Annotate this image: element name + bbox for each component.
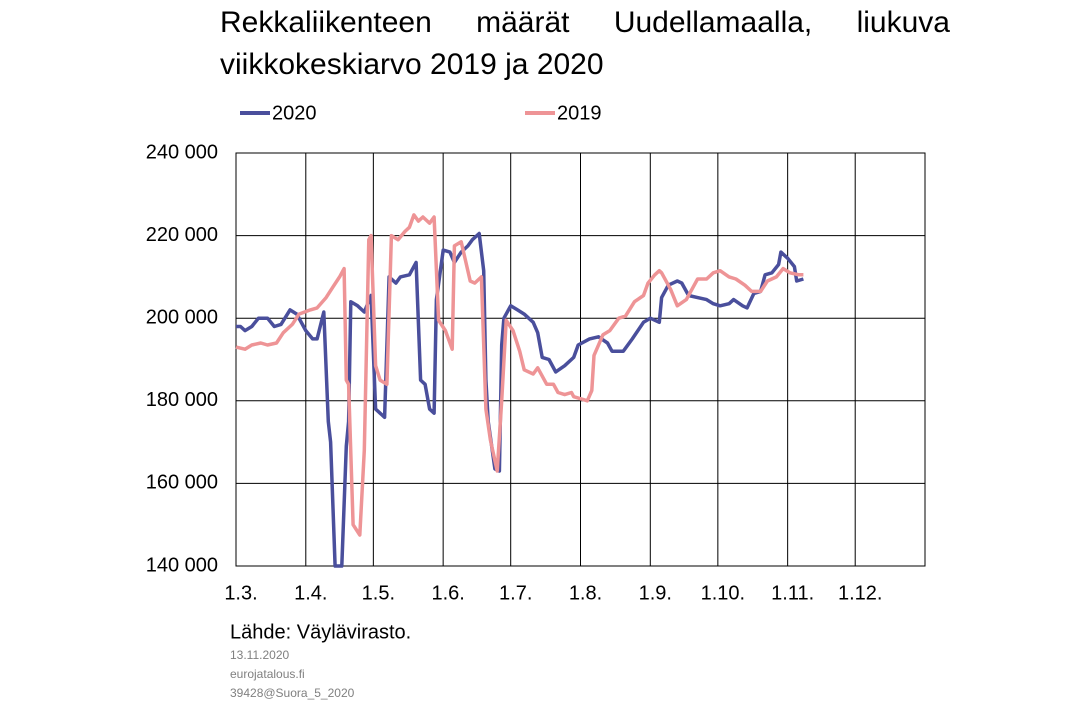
x-tick-label: 1.5. — [362, 582, 395, 604]
legend-label: 2020 — [272, 102, 317, 124]
y-tick-label: 140 000 — [146, 554, 218, 576]
x-tick-label: 1.4. — [294, 582, 327, 604]
x-tick-label: 1.12. — [838, 582, 882, 604]
y-tick-label: 240 000 — [146, 141, 218, 163]
x-tick-label: 1.11. — [771, 582, 814, 604]
note: eurojatalous.fi — [230, 667, 305, 681]
line — [235, 213, 804, 537]
y-tick-label: 220 000 — [146, 224, 218, 246]
y-tick-label: 160 000 — [146, 472, 218, 494]
x-tick-label: 1.8. — [569, 582, 602, 604]
note: 39428@Suora_5_2020 — [230, 686, 355, 700]
y-tick-label: 200 000 — [146, 306, 218, 328]
x-tick-label: 1.6. — [431, 582, 464, 604]
x-tick-label: 1.9. — [639, 582, 672, 604]
chart-title: Rekkaliikenteen määrät Uudellamaalla, li… — [220, 6, 950, 81]
source: Lähde: Väylävirasto. — [230, 621, 411, 643]
x-tick-label: 1.7. — [499, 582, 532, 604]
x-tick-label: 1.10. — [701, 582, 745, 604]
legend-label: 2019 — [557, 102, 602, 124]
y-tick-label: 180 000 — [146, 389, 218, 411]
note: 13.11.2020 — [230, 648, 289, 662]
x-tick-label: 1.3. — [224, 582, 257, 604]
